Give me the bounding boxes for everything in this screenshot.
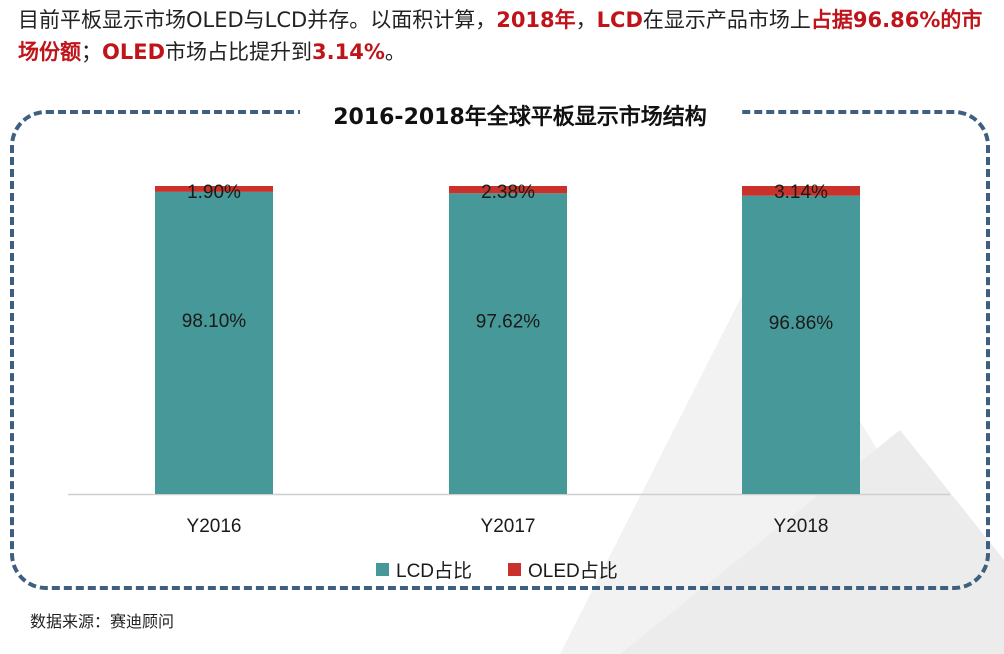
- oled-bar-segment: [155, 186, 273, 192]
- headline-highlight-year: 2018年: [496, 8, 576, 32]
- legend-label: LCD占比: [396, 560, 472, 582]
- headline-part: 在显示产品市场上: [642, 8, 811, 32]
- headline-highlight-lcd: LCD: [596, 8, 643, 32]
- headline-highlight-oled-share: 3.14%: [312, 40, 385, 64]
- lcd-data-label: 98.10%: [182, 311, 247, 332]
- data-source: 数据来源：赛迪顾问: [30, 612, 175, 631]
- headline-highlight-share: 占据96.86%的市场份额: [18, 8, 983, 64]
- oled-data-label: 1.90%: [187, 182, 241, 203]
- legend-label: OLED占比: [528, 560, 618, 582]
- oled-data-label: 3.14%: [774, 182, 828, 203]
- lcd-bar-segment: [449, 193, 567, 495]
- chart-title: 2016-2018年全球平板显示市场结构: [300, 98, 740, 138]
- lcd-data-label: 96.86%: [769, 313, 834, 334]
- oled-bar-segment: [742, 186, 860, 196]
- oled-legend-swatch: [508, 563, 521, 576]
- lcd-bar-segment: [742, 195, 860, 494]
- headline-part: 目前平板显示市场OLED与LCD并存。以面积计算，: [18, 8, 497, 32]
- lcd-data-label: 97.62%: [476, 312, 541, 333]
- headline-highlight-oled: OLED: [102, 40, 166, 64]
- headline-text: 目前平板显示市场OLED与LCD并存。以面积计算，2018年，LCD在显示产品市…: [18, 4, 988, 68]
- headline-part: ，: [575, 8, 597, 32]
- oled-bar-segment: [449, 186, 567, 194]
- x-tick-label: Y2017: [481, 516, 536, 537]
- headline-part: 市场占比提升到: [165, 40, 313, 64]
- headline-part: ；: [81, 40, 102, 64]
- x-tick-label: Y2018: [774, 516, 829, 537]
- x-tick-label: Y2016: [187, 516, 242, 537]
- headline-part: 。: [384, 40, 406, 64]
- lcd-legend-swatch: [376, 563, 389, 576]
- lcd-bar-segment: [155, 191, 273, 495]
- oled-data-label: 2.38%: [481, 182, 535, 203]
